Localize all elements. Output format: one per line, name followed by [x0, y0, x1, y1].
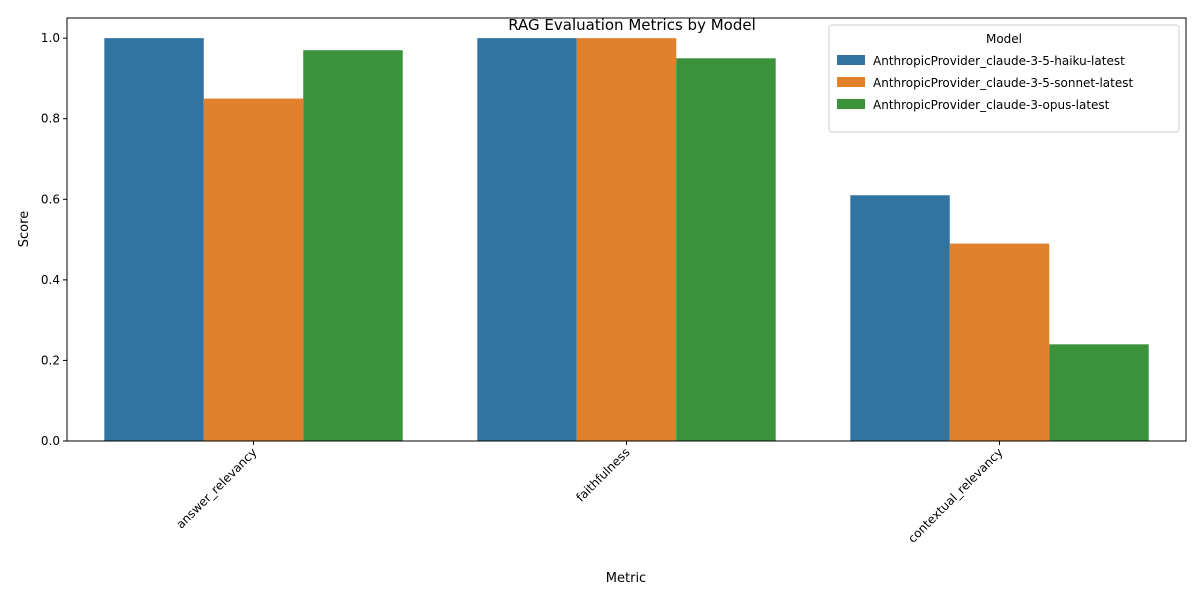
legend-label: AnthropicProvider_claude-3-5-sonnet-late… [873, 76, 1133, 90]
legend: Model AnthropicProvider_claude-3-5-haiku-… [828, 24, 1180, 133]
legend-swatch [837, 55, 865, 65]
y-tick-label: 0.2 [41, 353, 60, 367]
bar-answer_relevancy-series-1 [203, 98, 304, 442]
x-ticks: answer_relevancy faithfulness contextual_r… [173, 441, 1006, 546]
legend-title: Model [986, 32, 1022, 46]
bar-contextual_relevancy-series-2 [1049, 344, 1149, 441]
x-axis-label: Metric [606, 571, 646, 586]
bar-answer_relevancy-series-0 [104, 38, 204, 442]
y-axis-label: Score [17, 211, 32, 247]
legend-swatch [837, 77, 865, 87]
x-tick-label: answer_relevancy [173, 445, 259, 531]
legend-swatch [837, 99, 865, 109]
y-tick-label: 0.4 [41, 273, 60, 287]
x-tick-label: contextual_relevancy [905, 445, 1005, 545]
legend-label: AnthropicProvider_claude-3-5-haiku-lates… [873, 54, 1125, 68]
legend-frame [828, 24, 1180, 133]
y-tick-label: 0.0 [41, 434, 60, 448]
y-tick-label: 1.0 [41, 31, 60, 45]
y-tick-label: 0.8 [41, 112, 60, 126]
x-tick-label: faithfulness [573, 445, 632, 504]
bar-contextual_relevancy-series-1 [949, 243, 1050, 441]
bar-faithfulness-series-1 [576, 38, 677, 442]
bar-contextual_relevancy-series-0 [850, 195, 950, 441]
bar-faithfulness-series-0 [477, 38, 577, 442]
bar-faithfulness-series-2 [676, 58, 776, 442]
bar-answer_relevancy-series-2 [303, 50, 403, 441]
bars-group [104, 38, 1149, 442]
legend-label: AnthropicProvider_claude-3-opus-latest [873, 98, 1110, 112]
chart-title: RAG Evaluation Metrics by Model [508, 16, 756, 34]
y-tick-label: 0.6 [41, 192, 60, 206]
y-ticks: 0.0 0.2 0.4 0.6 0.8 1.0 [41, 31, 67, 448]
